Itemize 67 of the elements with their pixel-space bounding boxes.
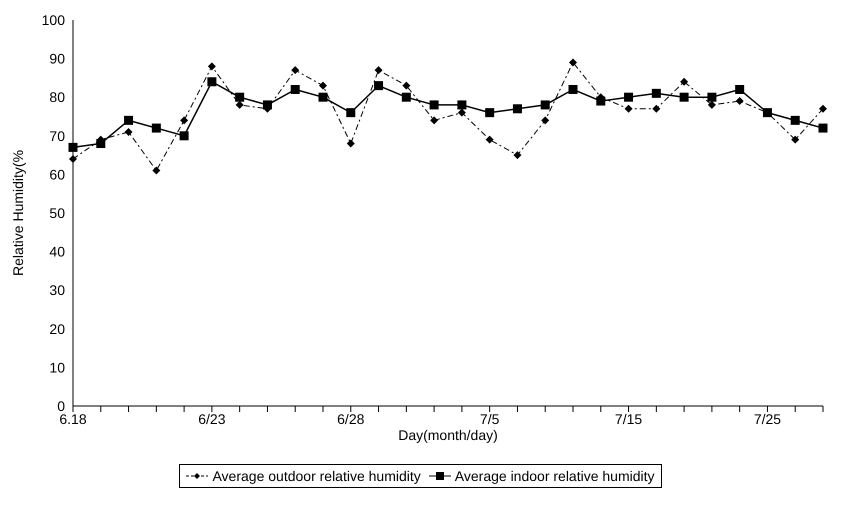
point bbox=[208, 62, 216, 70]
point bbox=[207, 77, 216, 86]
y-tick-label: 90 bbox=[49, 50, 66, 67]
x-tick-label: 6/28 bbox=[337, 410, 365, 427]
legend-label: Average indoor relative humidity bbox=[454, 468, 655, 484]
point bbox=[291, 66, 300, 74]
y-tick-label: 80 bbox=[49, 89, 66, 106]
point bbox=[541, 116, 550, 124]
point bbox=[707, 92, 716, 102]
x-axis-title: Day(month/day) bbox=[398, 427, 498, 443]
point bbox=[818, 124, 828, 133]
point bbox=[680, 78, 688, 86]
point bbox=[152, 124, 161, 133]
point bbox=[485, 108, 494, 118]
point bbox=[430, 100, 439, 110]
point bbox=[486, 136, 494, 144]
point bbox=[652, 104, 660, 113]
point bbox=[180, 116, 188, 124]
point bbox=[235, 92, 244, 102]
point bbox=[540, 100, 550, 110]
point bbox=[458, 108, 466, 117]
point bbox=[457, 100, 466, 110]
point bbox=[402, 82, 410, 90]
point bbox=[708, 100, 716, 109]
point bbox=[430, 116, 438, 124]
point bbox=[680, 92, 689, 102]
point bbox=[790, 116, 800, 125]
point bbox=[319, 82, 327, 90]
point bbox=[624, 104, 633, 113]
point bbox=[402, 92, 411, 102]
point bbox=[374, 66, 383, 74]
point bbox=[124, 116, 134, 125]
point bbox=[569, 58, 577, 66]
y-tick-label: 10 bbox=[49, 359, 66, 376]
point bbox=[735, 84, 744, 94]
point bbox=[346, 140, 355, 148]
x-tick-label: 7/5 bbox=[480, 410, 500, 427]
point bbox=[318, 92, 328, 102]
y-tick-label: 70 bbox=[49, 128, 66, 144]
point bbox=[512, 104, 522, 114]
point bbox=[513, 151, 522, 160]
point bbox=[819, 104, 827, 113]
point bbox=[346, 108, 356, 118]
x-tick-label: 7/15 bbox=[614, 410, 642, 427]
point bbox=[180, 131, 189, 140]
point bbox=[736, 97, 744, 106]
point bbox=[152, 166, 160, 175]
point bbox=[624, 92, 634, 102]
point bbox=[68, 142, 78, 152]
point bbox=[124, 128, 133, 136]
point bbox=[652, 88, 661, 98]
legend-label: Average outdoor relative humidity bbox=[211, 468, 421, 484]
point bbox=[69, 154, 77, 163]
y-tick-label: 30 bbox=[49, 282, 66, 298]
y-axis-title: Relative Humidity(% bbox=[10, 150, 26, 276]
point bbox=[236, 100, 244, 109]
y-tick-label: 40 bbox=[49, 244, 66, 260]
x-tick-label: 7/25 bbox=[754, 410, 782, 427]
point bbox=[290, 84, 300, 94]
y-tick-label: 100 bbox=[42, 12, 66, 28]
point bbox=[374, 81, 384, 90]
point bbox=[568, 84, 578, 94]
y-tick-label: 50 bbox=[49, 204, 66, 221]
y-tick-label: 60 bbox=[49, 166, 66, 182]
x-tick-label: 6/23 bbox=[198, 410, 226, 427]
point bbox=[791, 136, 800, 144]
y-tick-label: 20 bbox=[49, 320, 66, 337]
